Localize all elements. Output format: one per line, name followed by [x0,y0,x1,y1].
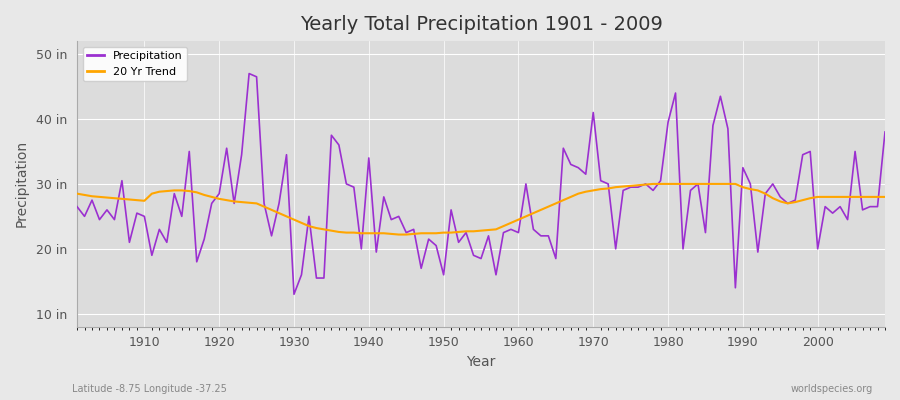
Text: Latitude -8.75 Longitude -37.25: Latitude -8.75 Longitude -37.25 [72,384,227,394]
Title: Yearly Total Precipitation 1901 - 2009: Yearly Total Precipitation 1901 - 2009 [300,15,662,34]
Y-axis label: Precipitation: Precipitation [15,140,29,228]
Legend: Precipitation, 20 Yr Trend: Precipitation, 20 Yr Trend [83,47,187,81]
X-axis label: Year: Year [466,355,496,369]
Text: worldspecies.org: worldspecies.org [791,384,873,394]
